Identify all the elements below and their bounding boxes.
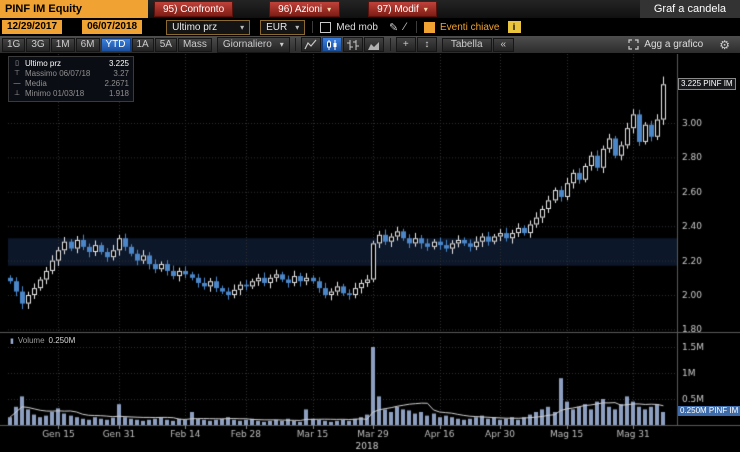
chevron-down-icon: ▾	[279, 40, 284, 49]
period-tab-1a[interactable]: 1A	[131, 37, 154, 52]
azioni-label: 96) Azioni	[278, 3, 323, 15]
legend-low-row: ⊥ Minimo 01/03/18 1.918	[13, 89, 129, 99]
high-mark-icon: ⊤	[13, 70, 21, 77]
med-mob-label: Med mob	[336, 21, 378, 33]
legend-avg-value: 2.2671	[104, 79, 129, 88]
security-ticker[interactable]: PINF IM Equity	[0, 0, 148, 18]
modif-label: 97) Modif	[377, 3, 419, 15]
period-tab-1g[interactable]: 1G	[2, 37, 26, 52]
confronto-button[interactable]: 95) Confronto	[154, 1, 234, 17]
checkbox-icon	[320, 21, 332, 33]
window-title: Graf a candela	[639, 0, 740, 18]
legend-low-label: Minimo 01/03/18	[25, 89, 85, 98]
modif-button[interactable]: 97) Modif ▾	[368, 1, 437, 17]
avg-mark-icon: —	[13, 80, 21, 87]
divider	[389, 38, 391, 51]
expand-icon	[628, 39, 639, 50]
legend-low-value: 1.918	[108, 89, 129, 98]
volume-panel-label: ▮ Volume 0.250M	[10, 336, 75, 345]
start-date-input[interactable]: 12/29/2017	[2, 20, 63, 34]
chart-legend: ▯ Ultimo prz 3.225 ⊤ Massimo 06/07/18 3.…	[8, 56, 134, 102]
candlestick-chart-icon[interactable]	[321, 37, 342, 52]
divider	[294, 38, 296, 51]
last-volume-badge: 0.250M PINF IM	[678, 406, 740, 416]
legend-last-label: Ultimo prz	[25, 59, 62, 68]
legend-last-value: 3.225	[108, 59, 129, 68]
vertical-zoom-icon[interactable]: ↕	[416, 37, 437, 52]
line-chart-icon[interactable]	[300, 37, 321, 52]
volume-label-text: Volume	[17, 336, 45, 345]
chevron-down-icon: ▾	[240, 22, 245, 32]
crosshair-icon[interactable]: +	[395, 37, 416, 52]
ohlc-chart-icon[interactable]	[342, 37, 363, 52]
agg-a-grafico-label: Agg a grafico	[644, 39, 704, 50]
divider	[312, 21, 314, 33]
last-price-badge: 3.225 PINF IM	[678, 78, 736, 90]
chevron-down-icon: ▾	[423, 4, 428, 14]
frequency-dropdown[interactable]: Giornaliero ▾	[216, 36, 290, 53]
chart-toolbar: 1G 3G 1M 6M YTD 1A 5A Mass Giornaliero ▾	[0, 36, 740, 54]
gear-icon[interactable]: ⚙	[715, 38, 734, 52]
eventi-chiave-checkbox[interactable]: Eventi chiave	[424, 21, 500, 33]
checkbox-icon	[424, 21, 436, 33]
info-icon[interactable]: i	[507, 21, 521, 33]
candle-icon: ▯	[15, 60, 19, 67]
divider	[416, 21, 418, 33]
legend-last-row: ▯ Ultimo prz 3.225	[13, 59, 129, 69]
collapse-panel-button[interactable]: «	[492, 37, 515, 52]
period-tab-mass[interactable]: Mass	[177, 37, 212, 52]
price-field-dropdown[interactable]: Ultimo prz ▾	[166, 19, 251, 35]
confronto-label: 95) Confronto	[163, 3, 225, 15]
agg-a-grafico-button[interactable]: Agg a grafico	[622, 38, 709, 51]
tabella-button[interactable]: Tabella	[441, 37, 492, 52]
chevron-down-icon: ▾	[327, 4, 332, 14]
legend-avg-label: Media	[25, 79, 47, 88]
chevron-down-icon: ▾	[295, 22, 300, 32]
price-volume-chart[interactable]	[0, 54, 740, 452]
med-mob-checkbox[interactable]: Med mob	[320, 21, 378, 33]
legend-high-value: 3.27	[113, 69, 129, 78]
frequency-value: Giornaliero	[222, 39, 272, 50]
area-chart-icon[interactable]	[363, 37, 384, 52]
azioni-button[interactable]: 96) Azioni ▾	[269, 1, 341, 17]
chart-settings-bar: 12/29/2017 06/07/2018 Ultimo prz ▾ EUR ▾…	[0, 18, 740, 36]
currency-value: EUR	[266, 21, 288, 33]
period-tab-6m[interactable]: 6M	[75, 37, 100, 52]
pencil-icon[interactable]: ✎	[386, 21, 401, 34]
period-tab-3g[interactable]: 3G	[26, 37, 50, 52]
currency-dropdown[interactable]: EUR ▾	[260, 19, 306, 35]
legend-high-label: Massimo 06/07/18	[25, 69, 91, 78]
eventi-chiave-label: Eventi chiave	[440, 21, 500, 33]
annotate-slash-icon[interactable]: ⁄	[401, 21, 409, 33]
end-date-input[interactable]: 06/07/2018	[82, 20, 143, 34]
volume-label-value: 0.250M	[48, 336, 76, 345]
legend-high-row: ⊤ Massimo 06/07/18 3.27	[13, 69, 129, 79]
period-tab-ytd[interactable]: YTD	[100, 37, 131, 52]
period-tab-5a[interactable]: 5A	[154, 37, 177, 52]
volume-bars-icon: ▮	[10, 337, 14, 345]
price-field-value: Ultimo prz	[172, 21, 218, 33]
top-command-bar: PINF IM Equity 95) Confronto 96) Azioni …	[0, 0, 740, 18]
period-tab-1m[interactable]: 1M	[50, 37, 75, 52]
legend-avg-row: — Media 2.2671	[13, 79, 130, 89]
low-mark-icon: ⊥	[13, 90, 21, 97]
